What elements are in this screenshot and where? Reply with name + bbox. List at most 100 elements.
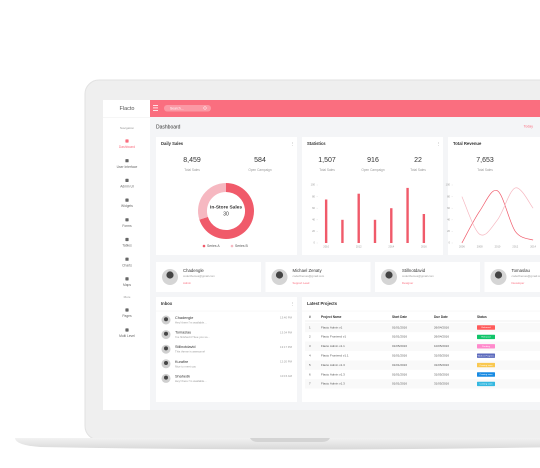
nav-item[interactable]: Dashboard [119, 145, 135, 149]
nav-item[interactable]: Admin UI [120, 184, 134, 188]
contact-role: Admin [183, 281, 191, 285]
x-tick-label: 2006 [459, 245, 465, 249]
card-menu[interactable]: ⋮ [290, 301, 295, 307]
search-placeholder: Search... [170, 106, 184, 110]
status-badge [477, 381, 495, 387]
table-cell: 6 [309, 372, 311, 376]
nav-icon [125, 328, 129, 332]
stat-label: Total Sales [410, 168, 426, 172]
nav-item[interactable]: Widgets [121, 204, 133, 208]
card-title: Total Revenue [453, 141, 482, 146]
laptop-base [15, 438, 540, 450]
table-row-bg [305, 341, 540, 351]
contact-role: Designer [402, 281, 413, 285]
nav-item[interactable]: Pages [122, 314, 132, 318]
table-cell: Flacto Frontend v1.1 [321, 353, 349, 357]
nav-item[interactable]: Forms [122, 224, 132, 228]
x-tick-label: 2014 [388, 245, 394, 249]
stat-label: Open Campaign [361, 168, 384, 172]
pie-slice [198, 183, 226, 220]
stat-label: Total Sales [477, 168, 493, 172]
table-row-bg [305, 379, 540, 389]
status-badge [477, 325, 495, 330]
date-filter[interactable]: Today [524, 124, 534, 128]
bar [390, 208, 393, 243]
contact-role: Support Lead [293, 281, 310, 285]
line-series [461, 187, 534, 236]
nav-item[interactable]: Maps [123, 283, 131, 287]
y-tick-label: 0 [314, 241, 316, 245]
laptop-notch [250, 438, 330, 442]
y-tick-label: 100 [446, 183, 451, 187]
nav-icon [125, 218, 129, 222]
sender[interactable]: Shahedk [175, 374, 190, 378]
x-tick-label: 2010 [323, 245, 329, 249]
table-cell: 31/05/2016 [434, 353, 449, 357]
legend-label: Series B [235, 244, 249, 248]
nav-section-label: More [124, 295, 131, 299]
table-cell: 01/01/2016 [392, 382, 407, 386]
sidebar [103, 100, 150, 410]
x-tick-label: 2016 [421, 245, 427, 249]
avatar-head [494, 271, 503, 279]
message-preview: Nice to meet you [175, 364, 196, 368]
stat-value: 22 [414, 157, 422, 164]
contact-name: Chadengle [183, 268, 204, 273]
table-cell: 01/01/2016 [392, 363, 407, 367]
page-title: Dashboard [156, 124, 181, 130]
logo: Flacto [120, 106, 135, 112]
sender[interactable]: Chadengle [175, 316, 193, 320]
nav-item[interactable]: Multi Level [119, 334, 135, 338]
stat-label: Open Campaign [248, 168, 271, 172]
x-tick-label: 2012 [356, 245, 362, 249]
y-tick-label: 60 [447, 206, 450, 210]
status-label: Coming soon [480, 384, 494, 386]
avatar-head [164, 346, 168, 351]
contact-name: Tomaslau [512, 268, 531, 273]
card-menu[interactable]: ⋮ [290, 141, 295, 147]
nav-icon [125, 257, 129, 261]
card [302, 137, 443, 255]
table-cell: 7 [309, 382, 311, 386]
nav-icon [125, 237, 129, 242]
contact-role: Developer [512, 281, 525, 285]
table-cell: Flacto Admin v1.1 [321, 344, 345, 348]
pie-slice [199, 183, 255, 240]
nav-item[interactable]: Charts [122, 263, 132, 267]
message-time: 13:34 PM [280, 330, 293, 334]
contact-email: coderthemes@gmail.com [512, 274, 540, 278]
donut-center-value: 30 [223, 211, 229, 217]
table-cell: 2 [309, 335, 311, 339]
sender[interactable]: Stillnotdavid [175, 345, 195, 349]
menu-line [153, 105, 158, 106]
contact-name: Michael Zenaty [293, 268, 323, 273]
table-cell: 31/05/2016 [434, 372, 449, 376]
legend-swatch [202, 244, 206, 248]
message-preview: Hey! there I'm available... [175, 321, 207, 325]
menu-icon[interactable] [153, 105, 158, 111]
status-label: Work in Progress [478, 354, 496, 357]
y-tick-label: 100 [311, 183, 316, 187]
sender[interactable]: Tomaslau [175, 331, 191, 335]
table-cell: 26/04/2016 [434, 335, 449, 339]
nav-icon [125, 308, 129, 312]
search-box[interactable] [164, 105, 211, 112]
nav-item[interactable]: User Interface [117, 165, 138, 169]
message-time: 13:17 PM [280, 345, 293, 349]
sender[interactable]: Kurafire [175, 360, 188, 364]
nav-item[interactable]: Tables [122, 244, 132, 248]
table-cell: 01/01/2016 [392, 372, 407, 376]
card-menu[interactable]: ⋮ [436, 141, 441, 147]
nav-icon [125, 178, 129, 182]
nav-section-label: Navigation [120, 126, 135, 130]
y-tick-label: 0 [449, 241, 451, 245]
x-tick-label: 2008 [477, 245, 483, 249]
bar [357, 193, 360, 243]
table-header: # [309, 315, 311, 319]
stat-label: Total Sales [184, 168, 200, 172]
table-cell: 31/05/2016 [434, 363, 449, 367]
line-series [461, 190, 534, 244]
avatar-head [164, 375, 168, 380]
card-title: Latest Projects [307, 301, 338, 306]
